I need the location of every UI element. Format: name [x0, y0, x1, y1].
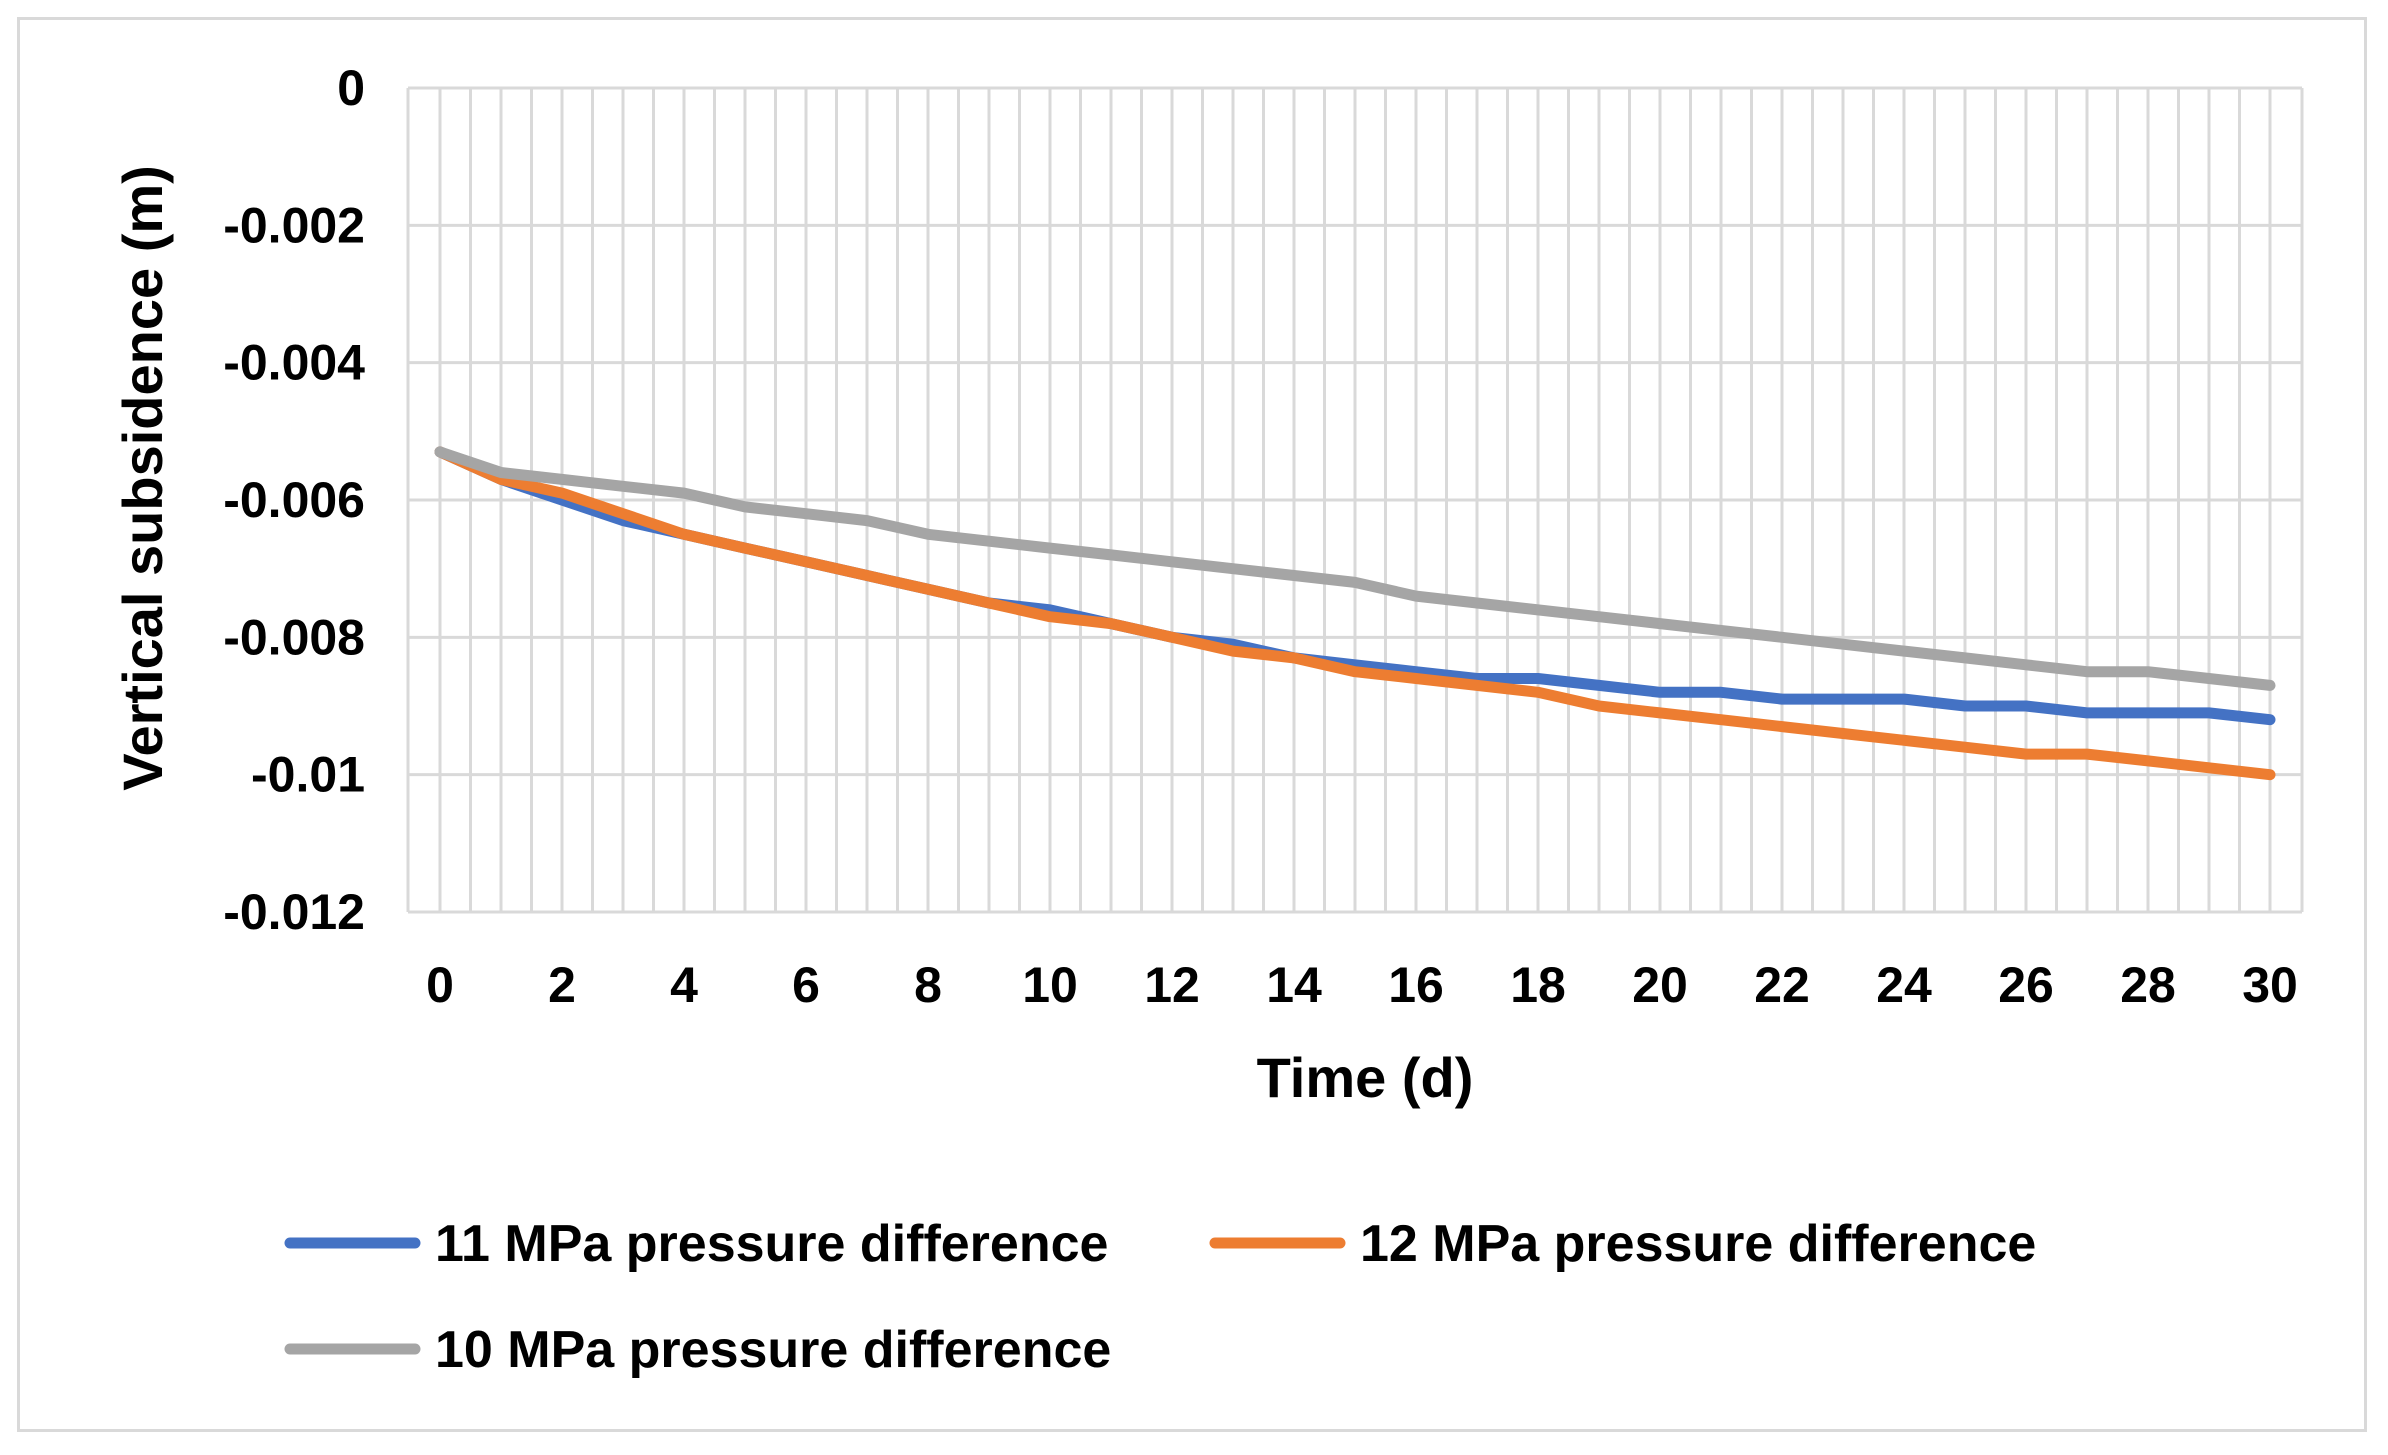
x-tick-label: 18 [1510, 957, 1566, 1013]
series-line-1 [434, 446, 2276, 781]
x-tick-label: 20 [1632, 957, 1688, 1013]
series-lines [434, 446, 2276, 781]
x-tick-label: 16 [1388, 957, 1444, 1013]
x-tick-label: 8 [914, 957, 942, 1013]
x-tick-label: 12 [1144, 957, 1200, 1013]
x-tick-label: 10 [1022, 957, 1078, 1013]
gridlines [406, 86, 2304, 914]
x-tick-label: 0 [426, 957, 454, 1013]
x-tick-label: 28 [2120, 957, 2176, 1013]
x-tick-label: 6 [792, 957, 820, 1013]
x-tick-label: 26 [1998, 957, 2054, 1013]
series-line-2 [434, 446, 2276, 691]
y-axis-title: Vertical subsidence (m) [111, 165, 174, 791]
legend-label-0: 11 MPa pressure difference [435, 1215, 1108, 1273]
y-tick-label: -0.012 [223, 884, 365, 940]
legend-label-1: 12 MPa pressure difference [1360, 1215, 2036, 1273]
x-tick-label: 14 [1266, 957, 1322, 1013]
y-tick-label: -0.01 [251, 747, 365, 803]
x-tick-label: 22 [1754, 957, 1810, 1013]
y-tick-label: -0.008 [223, 609, 365, 665]
legend: 11 MPa pressure difference 12 MPa pressur… [284, 1215, 2036, 1379]
y-tick-label: -0.004 [223, 335, 365, 391]
y-tick-label: 0 [337, 60, 365, 116]
x-axis-title: Time (d) [1257, 1046, 1474, 1109]
x-axis-ticks: 0 2 4 6 8 10 12 14 16 18 20 22 24 26 28 30 [426, 957, 2298, 1013]
y-tick-label: -0.006 [223, 472, 365, 528]
x-tick-label: 2 [548, 957, 576, 1013]
legend-label-2: 10 MPa pressure difference [435, 1321, 1111, 1379]
x-tick-label: 24 [1876, 957, 1932, 1013]
x-tick-label: 4 [670, 957, 698, 1013]
y-axis-ticks: 0 -0.002 -0.004 -0.006 -0.008 -0.01 -0.012 [223, 60, 365, 940]
x-tick-label: 30 [2242, 957, 2298, 1013]
y-tick-label: -0.002 [223, 197, 365, 253]
